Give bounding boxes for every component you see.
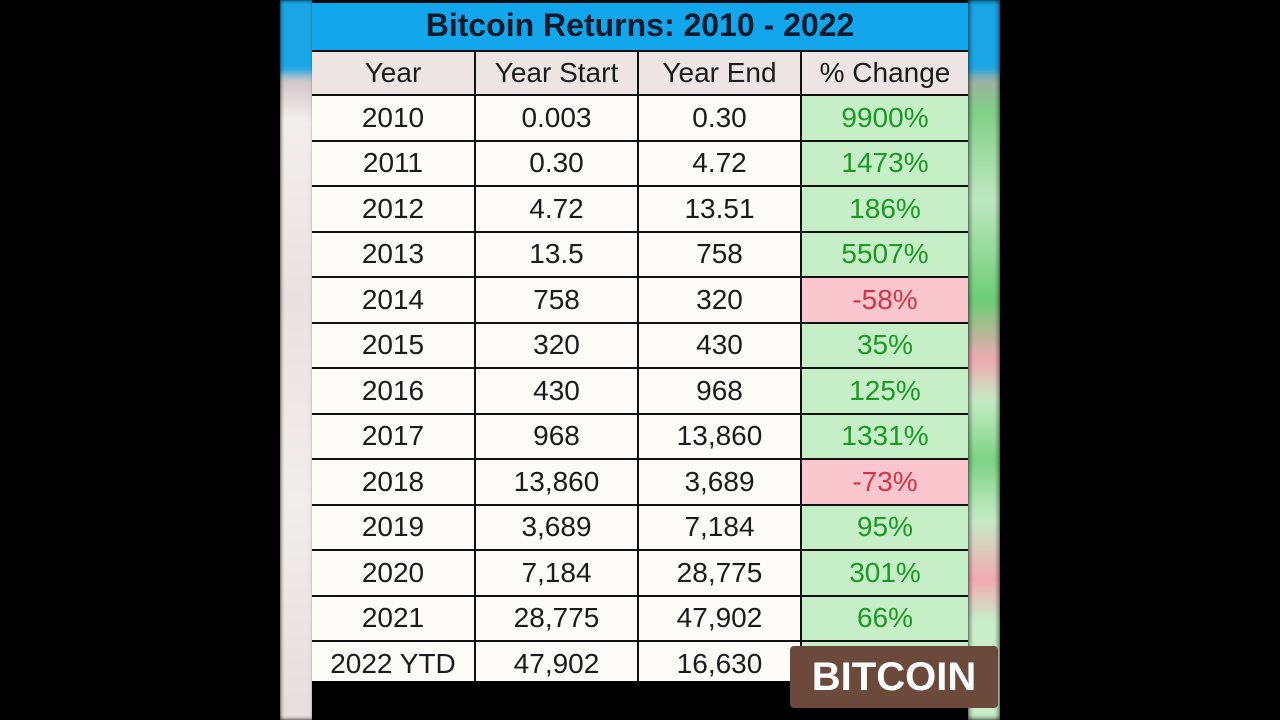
year-start-cell: 7,184 (474, 549, 639, 597)
column-header-percent-change: % Change (800, 50, 968, 96)
percent-change-cell: 125% (800, 367, 968, 415)
year-start-cell: 430 (474, 367, 639, 415)
table-row: 2021 28,775 47,902 66% (312, 594, 968, 642)
bitcoin-badge-label: BITCOIN (811, 655, 977, 699)
table-row: 2019 3,689 7,184 95% (312, 503, 968, 551)
column-header-year: Year (312, 50, 476, 96)
year-end-cell: 758 (637, 230, 802, 278)
year-cell: 2011 (312, 139, 476, 187)
year-cell: 2022 YTD (312, 640, 476, 688)
year-cell: 2012 (312, 185, 476, 233)
year-cell: 2020 (312, 549, 476, 597)
table-title: Bitcoin Returns: 2010 - 2022 (425, 7, 855, 43)
year-start-cell: 4.72 (474, 185, 639, 233)
year-start-cell: 13,860 (474, 458, 639, 506)
year-cell: 2015 (312, 321, 476, 369)
year-end-cell: 16,630 (637, 640, 802, 688)
table-row: 2010 0.003 0.30 9900% (312, 94, 968, 142)
table-row: 2018 13,860 3,689 -73% (312, 458, 968, 506)
year-start-cell: 320 (474, 321, 639, 369)
year-end-cell: 28,775 (637, 549, 802, 597)
returns-table: Year Year Start Year End % Change 2010 0.… (312, 50, 968, 688)
table-row: 2016 430 968 125% (312, 367, 968, 415)
year-end-cell: 968 (637, 367, 802, 415)
bitcoin-badge: BITCOIN (790, 646, 998, 708)
year-cell: 2021 (312, 594, 476, 642)
year-end-cell: 47,902 (637, 594, 802, 642)
percent-change-cell: 1473% (800, 139, 968, 187)
year-cell: 2013 (312, 230, 476, 278)
year-end-cell: 7,184 (637, 503, 802, 551)
percent-change-cell: 95% (800, 503, 968, 551)
table-row: 2013 13.5 758 5507% (312, 230, 968, 278)
table-row: 2017 968 13,860 1331% (312, 412, 968, 460)
percent-change-cell: 186% (800, 185, 968, 233)
year-end-cell: 4.72 (637, 139, 802, 187)
year-end-cell: 3,689 (637, 458, 802, 506)
header-row: Year Year Start Year End % Change (312, 50, 968, 96)
year-start-cell: 0.30 (474, 139, 639, 187)
column-header-year-end: Year End (637, 50, 802, 96)
year-start-cell: 968 (474, 412, 639, 460)
percent-change-cell: -73% (800, 458, 968, 506)
year-end-cell: 13,860 (637, 412, 802, 460)
percent-change-cell: 301% (800, 549, 968, 597)
percent-change-cell: 9900% (800, 94, 968, 142)
table-row: 2011 0.30 4.72 1473% (312, 139, 968, 187)
year-start-cell: 28,775 (474, 594, 639, 642)
percent-change-cell: -58% (800, 276, 968, 324)
year-start-cell: 758 (474, 276, 639, 324)
blurred-background-right (968, 0, 1000, 720)
table-row: 2020 7,184 28,775 301% (312, 549, 968, 597)
year-end-cell: 13.51 (637, 185, 802, 233)
percent-change-cell: 1331% (800, 412, 968, 460)
year-end-cell: 0.30 (637, 94, 802, 142)
title-bar: Bitcoin Returns: 2010 - 2022 (312, 0, 968, 50)
table-row: 2015 320 430 35% (312, 321, 968, 369)
year-cell: 2010 (312, 94, 476, 142)
year-start-cell: 13.5 (474, 230, 639, 278)
percent-change-cell: 5507% (800, 230, 968, 278)
year-cell: 2018 (312, 458, 476, 506)
year-start-cell: 47,902 (474, 640, 639, 688)
table-body: 2010 0.003 0.30 9900% 2011 0.30 4.72 1473% 2012 4… (312, 94, 968, 688)
table-row: 2012 4.72 13.51 186% (312, 185, 968, 233)
year-end-cell: 430 (637, 321, 802, 369)
year-start-cell: 0.003 (474, 94, 639, 142)
blurred-background-left (280, 0, 314, 720)
column-header-year-start: Year Start (474, 50, 639, 96)
year-end-cell: 320 (637, 276, 802, 324)
year-cell: 2014 (312, 276, 476, 324)
percent-change-cell: 35% (800, 321, 968, 369)
year-cell: 2017 (312, 412, 476, 460)
video-frame: Bitcoin Returns: 2010 - 2022 Year Year S… (280, 0, 1000, 720)
percent-change-cell: 66% (800, 594, 968, 642)
year-cell: 2016 (312, 367, 476, 415)
year-cell: 2019 (312, 503, 476, 551)
year-start-cell: 3,689 (474, 503, 639, 551)
table-row: 2014 758 320 -58% (312, 276, 968, 324)
